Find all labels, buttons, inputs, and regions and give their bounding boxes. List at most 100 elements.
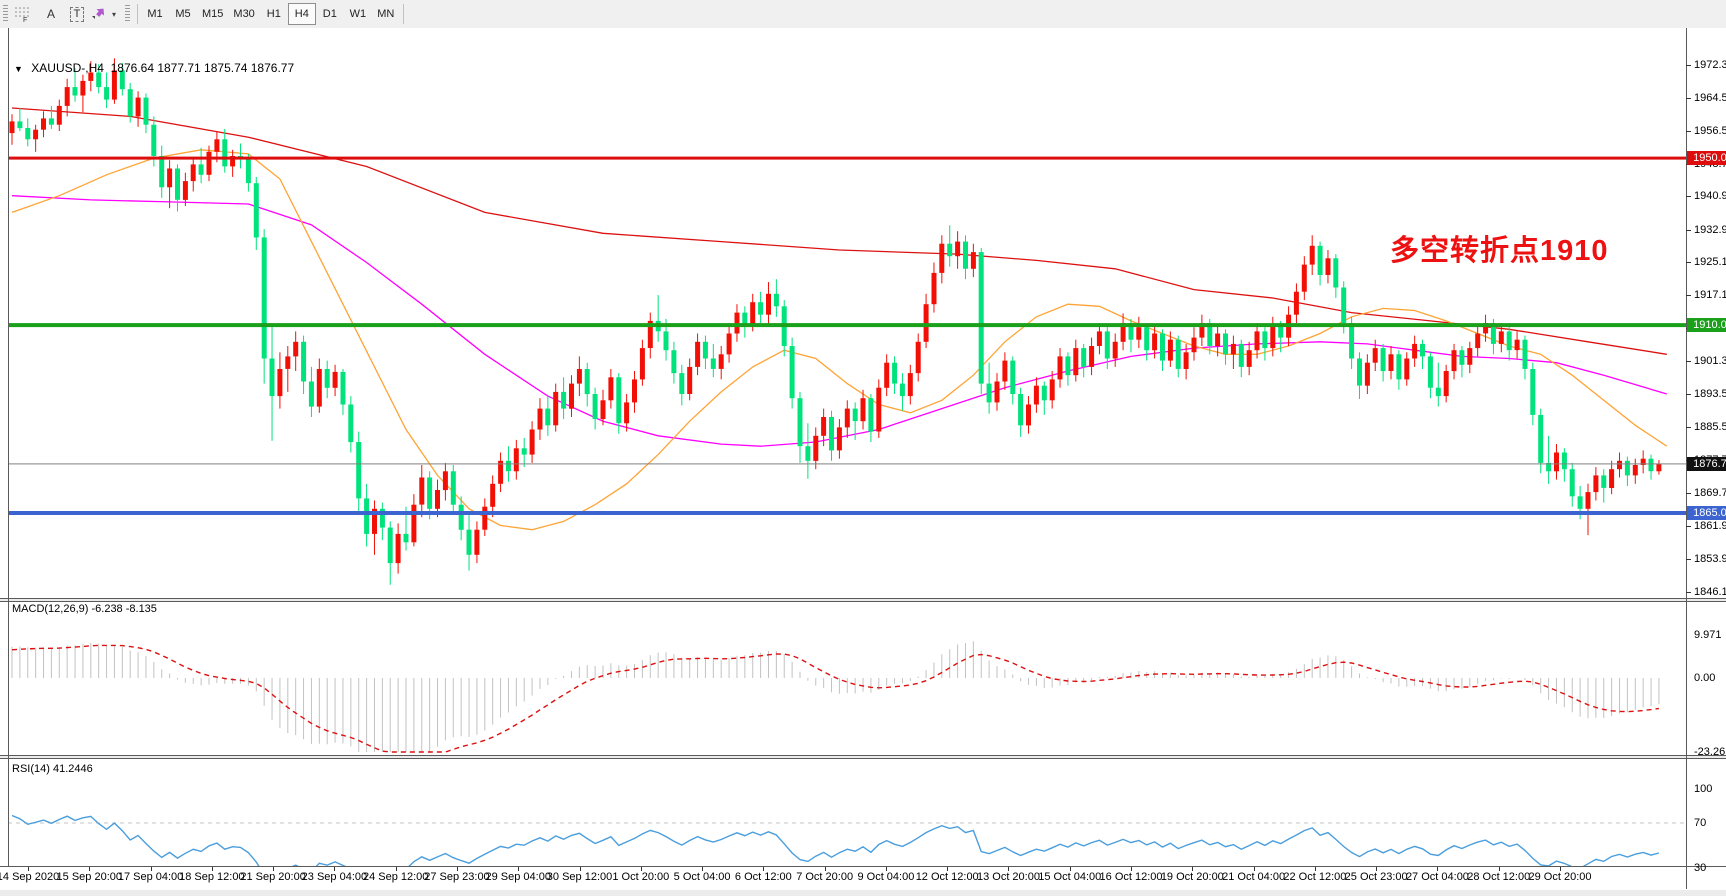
bear-candle <box>710 358 716 369</box>
price-axis-label: 1956.50 <box>1694 124 1726 137</box>
hline-current-price-1876.77[interactable] <box>8 463 1686 465</box>
timeframe-h4-button[interactable]: H4 <box>287 3 316 25</box>
bear-candle <box>1317 245 1323 275</box>
bear-candle <box>364 498 370 534</box>
bear-candle <box>175 168 180 200</box>
toolbar-separator-2 <box>402 4 404 24</box>
arrows-dropdown-caret[interactable]: ▾ <box>112 9 117 19</box>
timeframe-d1-button[interactable]: D1 <box>316 3 344 25</box>
bull-candle <box>372 508 377 534</box>
bull-candle <box>190 164 196 182</box>
price-axis-label: 1885.50 <box>1694 421 1726 434</box>
bull-candle <box>490 483 496 507</box>
bull-candle <box>1372 348 1378 363</box>
bear-candle <box>1357 358 1362 386</box>
bear-candle <box>797 398 803 447</box>
bull-candle <box>1112 341 1118 359</box>
price-axis-label: 1846.10 <box>1694 585 1726 598</box>
main-chart-canvas[interactable] <box>0 28 1726 598</box>
rsi-splitter[interactable] <box>0 755 1726 759</box>
bear-candle <box>261 237 267 359</box>
timeframe-m15-button[interactable]: M15 <box>197 3 228 25</box>
text-label-tool-button[interactable]: T <box>64 3 90 25</box>
price-axis-border <box>1686 28 1687 889</box>
price-axis-label: 1925.10 <box>1694 256 1726 269</box>
bear-candle <box>1104 331 1110 359</box>
bull-candle <box>1554 452 1559 472</box>
svg-text:F: F <box>23 17 27 23</box>
bull-candle <box>1609 469 1615 488</box>
price-tick-mark <box>1686 196 1691 198</box>
bear-candle <box>1144 327 1150 351</box>
text-tool-button[interactable]: A <box>38 3 64 25</box>
boxed-t-icon: T <box>69 6 85 22</box>
time-axis-label: 23 Sep 04:00 <box>301 871 368 883</box>
bull-candle <box>994 381 1000 403</box>
time-axis-label: 24 Sep 12:00 <box>362 871 429 883</box>
bear-candle <box>702 341 708 359</box>
bear-candle <box>1561 452 1567 470</box>
rsi-scale-label: 70 <box>1694 817 1707 829</box>
bear-candle <box>986 383 992 403</box>
bear-candle <box>1427 356 1433 388</box>
timeframe-w1-button[interactable]: W1 <box>344 3 372 25</box>
bear-candle <box>1278 325 1284 338</box>
letter-a-icon: A <box>46 7 55 21</box>
bear-candle <box>1349 323 1355 359</box>
timeframe-m30-button[interactable]: M30 <box>228 3 259 25</box>
bear-candle <box>151 124 157 156</box>
bull-candle <box>411 504 417 543</box>
rsi-canvas[interactable] <box>0 758 1726 866</box>
time-axis-label: 14 Sep 2020 <box>0 871 60 883</box>
bear-candle <box>308 381 314 407</box>
time-axis-label: 5 Oct 04:00 <box>673 871 731 883</box>
time-axis-label: 21 Oct 04:00 <box>1222 871 1286 883</box>
price-axis-label: 1893.50 <box>1694 388 1726 400</box>
bear-candle <box>592 394 598 420</box>
macd-splitter[interactable] <box>0 598 1726 602</box>
bear-candle <box>127 89 133 117</box>
bull-candle <box>56 105 62 125</box>
bull-candle <box>1632 465 1638 476</box>
collapse-triangle-icon[interactable]: ▼ <box>14 64 23 74</box>
toolbar-grip[interactable] <box>3 5 8 23</box>
arrows-tool-button[interactable] <box>90 3 116 25</box>
hline-support-1865[interactable] <box>8 511 1686 515</box>
bear-candle <box>222 139 228 167</box>
price-tick-mark <box>1686 262 1691 264</box>
time-axis-label: 25 Oct 23:00 <box>1344 871 1408 883</box>
hline-pivot-1910[interactable] <box>8 323 1686 328</box>
bear-candle <box>1207 323 1213 346</box>
bull-candle <box>206 151 212 175</box>
bull-candle <box>576 369 582 384</box>
chart-annotation-text[interactable]: 多空转折点1910 <box>1390 235 1609 267</box>
bull-candle <box>33 129 39 140</box>
timeframe-h1-button[interactable]: H1 <box>260 3 288 25</box>
bull-candle <box>182 181 188 200</box>
bear-candle <box>1435 387 1441 397</box>
bear-candle <box>25 128 31 140</box>
time-axis-label: 9 Oct 04:00 <box>857 871 915 883</box>
timeframe-mn-button[interactable]: MN <box>372 3 400 25</box>
time-tick-mark <box>1069 867 1071 871</box>
hline-resistance-1950[interactable] <box>8 156 1686 160</box>
macd-canvas[interactable] <box>0 598 1726 756</box>
bull-candle <box>1301 264 1307 292</box>
bear-candle <box>1538 414 1544 463</box>
bear-candle <box>978 252 984 384</box>
bear-candle <box>104 87 110 100</box>
bear-candle <box>1420 343 1425 357</box>
bull-candle <box>1617 460 1622 470</box>
bull-candle <box>498 460 504 484</box>
timeframe-m1-button[interactable]: M1 <box>141 3 169 25</box>
chart-grid-tool-button[interactable]: F <box>12 3 38 25</box>
bull-candle <box>442 471 448 491</box>
bull-candle <box>632 379 637 403</box>
timeframe-toolbar-grip[interactable] <box>125 5 130 23</box>
price-badge-1950.00: 1950.00 <box>1687 151 1726 166</box>
time-tick-mark <box>1560 867 1561 871</box>
arrows-icon <box>92 8 105 19</box>
timeframe-m5-button[interactable]: M5 <box>169 3 197 25</box>
bull-candle <box>876 387 882 432</box>
